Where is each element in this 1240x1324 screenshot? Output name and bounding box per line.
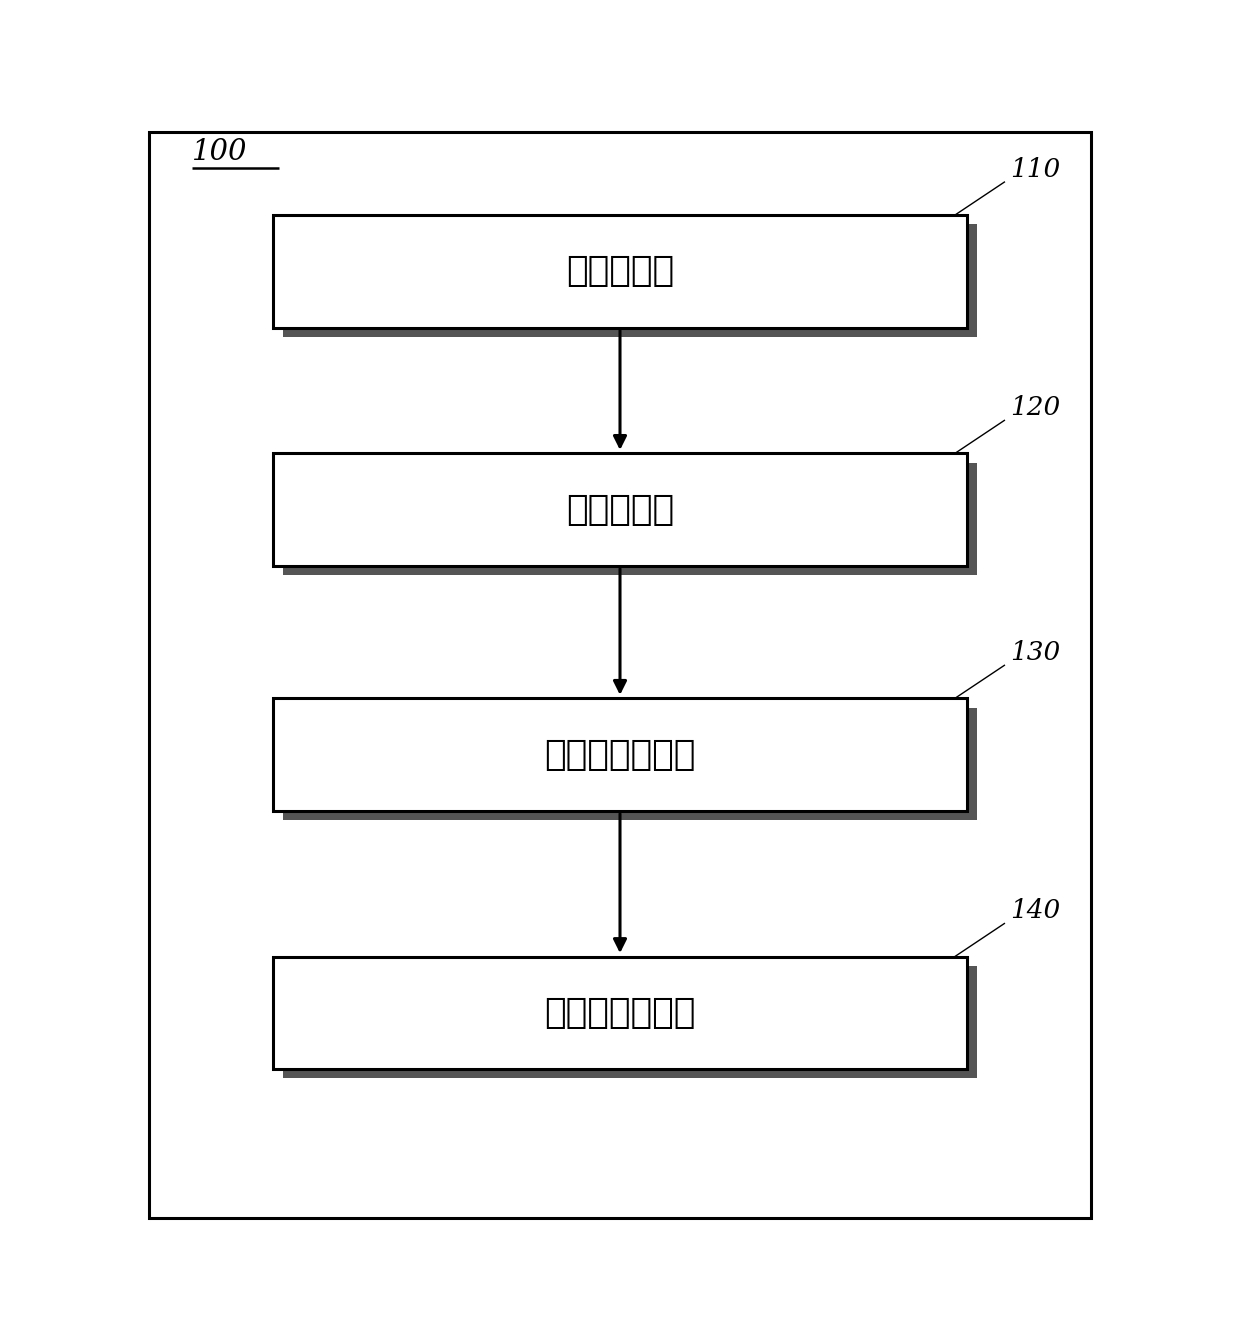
- Text: 110: 110: [1011, 158, 1061, 181]
- Text: 120: 120: [1011, 396, 1061, 421]
- Bar: [273, 216, 967, 327]
- Text: 干扰信号去除部: 干扰信号去除部: [544, 737, 696, 772]
- Text: 信号発送部: 信号発送部: [565, 254, 675, 289]
- Text: 140: 140: [1011, 899, 1061, 924]
- Text: 130: 130: [1011, 641, 1061, 666]
- Bar: [273, 453, 967, 567]
- Text: 100: 100: [192, 138, 248, 166]
- Bar: [283, 225, 977, 336]
- Bar: [273, 956, 967, 1070]
- Bar: [283, 967, 977, 1078]
- Text: 干扰信号去除部: 干扰信号去除部: [544, 996, 696, 1030]
- Bar: [149, 132, 1091, 1218]
- Bar: [283, 707, 977, 820]
- Bar: [283, 463, 977, 575]
- Text: 信号接收部: 信号接收部: [565, 493, 675, 527]
- Bar: [273, 698, 967, 810]
